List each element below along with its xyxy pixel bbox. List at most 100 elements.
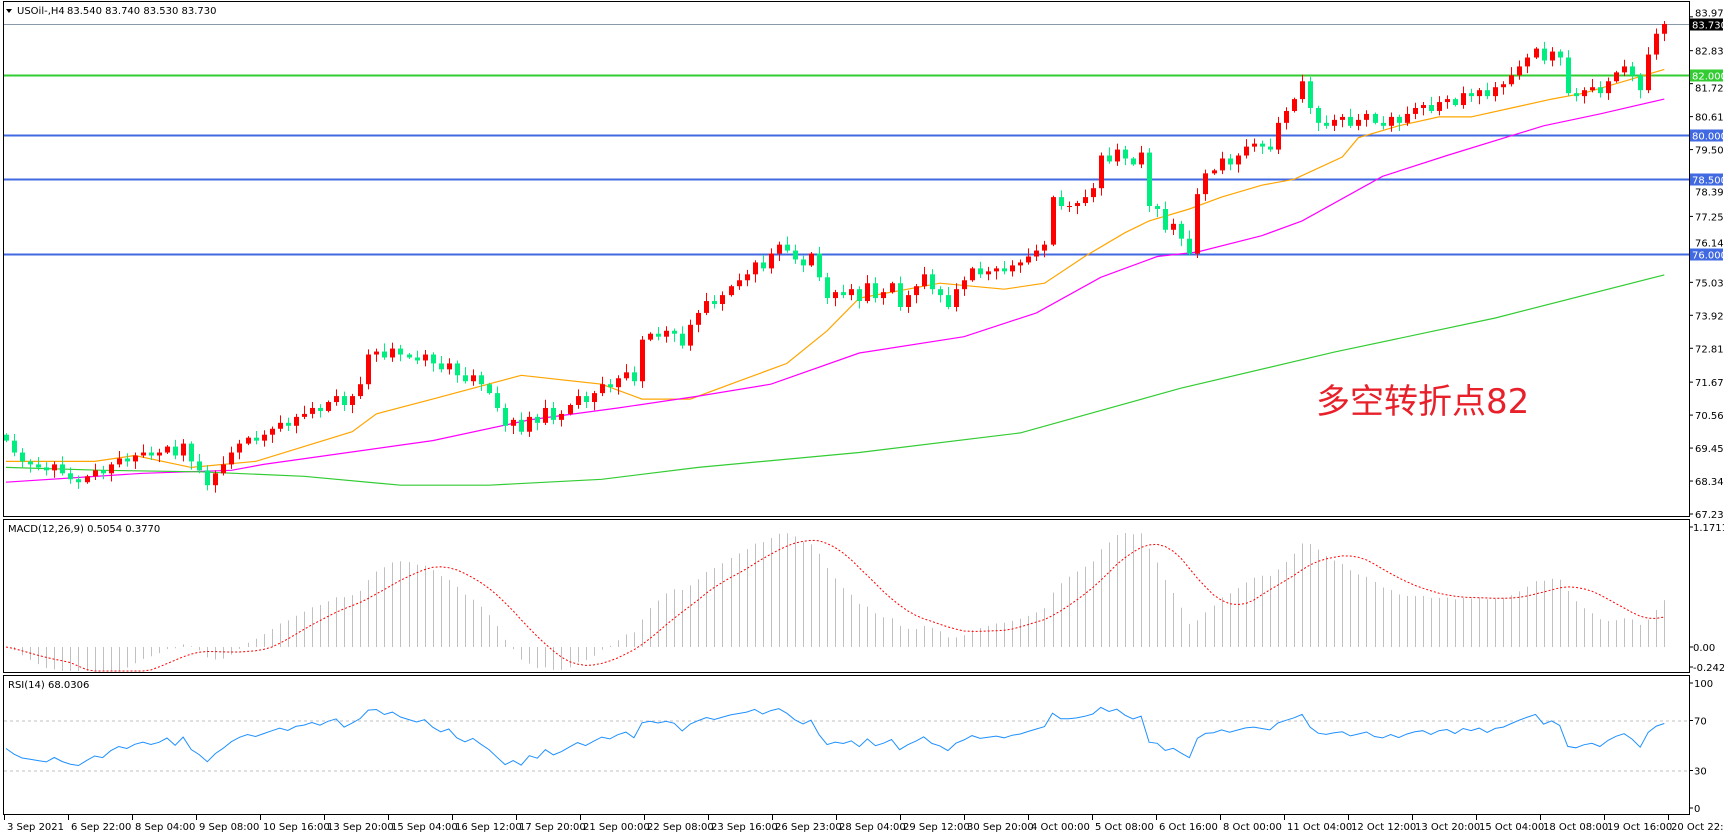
candle [1147,148,1152,212]
candle [1429,96,1434,114]
candle [568,403,573,416]
candle [28,459,33,473]
candle-body [197,461,202,471]
candle-body [407,354,412,358]
candle [1622,59,1627,77]
candle [624,364,629,381]
candle-body [1356,119,1361,126]
candle-body [213,473,218,486]
candle [817,246,822,282]
time-tick-label: 4 Oct 00:00 [1031,822,1090,833]
candle [1646,47,1651,94]
candle [1373,112,1378,125]
candle-body [237,443,242,453]
candle-body [471,375,476,382]
candle [36,456,41,471]
candle [1026,248,1031,265]
candle-body [777,244,782,254]
time-tick-label: 19 Oct 16:00 [1607,822,1672,833]
candle [833,289,838,307]
candle-body [1509,75,1514,85]
candle-body [1534,48,1539,58]
candle [865,275,870,304]
candle [1107,147,1112,164]
candle [20,448,25,468]
candle-body [165,446,170,453]
candle [76,475,81,489]
time-tick-label: 12 Oct 12:00 [1351,822,1416,833]
dropdown-triangle-icon[interactable] [6,9,12,13]
candle [93,463,98,480]
level-tag-label: 83.730 [1692,21,1724,32]
candle-body [246,437,251,444]
candle-body [415,357,420,361]
candle [302,405,307,420]
candle-body [841,292,846,296]
candle-body [914,286,919,296]
candle [1630,61,1635,82]
candle-body [326,402,331,411]
time-tick-label: 9 Sep 08:00 [199,822,259,833]
candle [1042,240,1047,258]
macd-tick-label: -0.2424 [1693,663,1724,674]
candle-body [793,250,798,260]
candle [1308,76,1313,114]
candle-body [44,467,49,471]
candle-body [1517,66,1522,76]
candle-body [1453,99,1458,106]
candle-body [294,416,299,426]
candle-body [205,470,210,486]
candles [4,20,1667,493]
candle-body [761,262,766,269]
candle [1332,114,1337,132]
candle-body [423,354,428,361]
candle [1525,53,1530,74]
candle-body [398,348,403,355]
time-tick-label: 28 Sep 04:00 [839,822,906,833]
time-tick-label: 15 Sep 04:00 [391,822,458,833]
candle [825,272,830,305]
candle [262,430,267,447]
candle [1389,112,1394,132]
candle-body [1421,105,1426,109]
candle-body [1163,208,1168,230]
candle [898,276,903,311]
horizontal-levels[interactable] [4,24,1689,256]
candle-body [535,416,540,423]
candle-body [1550,51,1555,61]
candle-body [1493,87,1498,97]
candle [246,436,251,446]
candle-body [1018,262,1023,266]
moving-averages [5,68,1665,486]
time-tick-label: 8 Sep 04:00 [135,822,195,833]
candle [785,236,790,253]
candle-body [1413,108,1418,114]
candle [978,261,983,279]
candle [310,402,315,419]
candle [729,284,734,297]
candle-body [439,363,444,370]
candle-body [600,384,605,394]
macd-plot [5,532,1665,672]
candle-body [1083,197,1088,204]
candle-body [1228,158,1233,165]
candle [519,412,524,435]
candle [229,446,234,469]
candle [704,292,709,316]
candle-body [1389,116,1394,126]
candle-body [688,324,693,346]
time-tick-label: 13 Sep 20:00 [327,822,394,833]
candle [1324,115,1329,129]
candle [1091,182,1096,203]
price-tick-label: 67.230 [1695,510,1724,521]
candle-body [1268,146,1273,150]
candle [793,244,798,264]
level-tag-label: 76.000 [1692,251,1724,262]
moving-average-line [6,68,1665,469]
candle [463,367,468,384]
candle [109,462,114,482]
candle-body [1147,152,1152,207]
candle [1155,203,1160,218]
candle [213,470,218,493]
